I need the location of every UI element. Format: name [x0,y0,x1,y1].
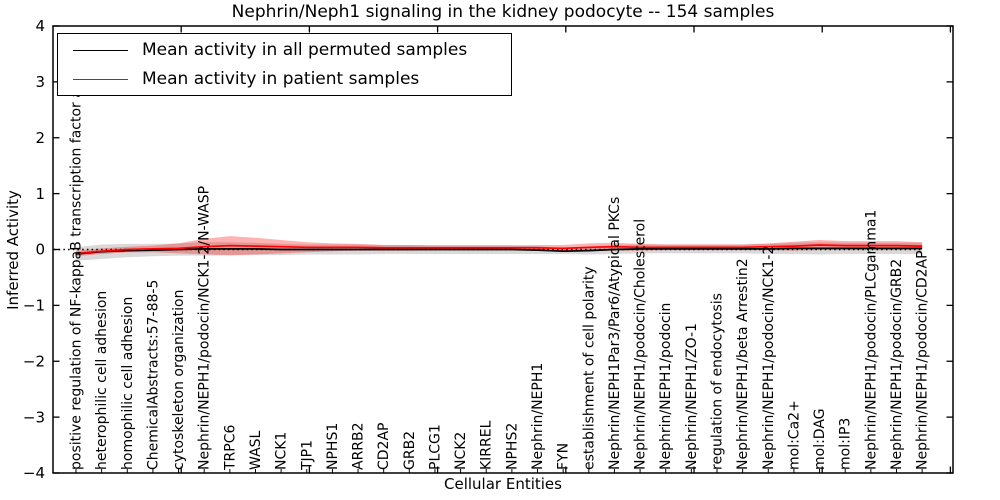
x-tick-label: Nephrin/NEPH1 [530,363,546,470]
x-tick-label: homophilic cell adhesion [120,297,136,470]
x-tick-label: ChemicalAbstracts:57-88-5 [145,280,161,470]
x-tick-label: Nephrin/NEPH1/podocin [658,303,674,470]
x-axis-title: Cellular Entities [444,475,562,493]
x-tick-label: NCK1 [274,432,290,470]
x-tick-label: KIRREL [479,420,495,470]
x-tick-label: Nephrin/NEPH1/podocin/NCK1-2/N-WASP [197,186,213,470]
y-tick-label: −3 [23,408,45,426]
x-tick-label: Nephrin/NEPH1/podocin/GRB2 [889,259,905,470]
x-tick-label: cytoskeleton organization [171,290,187,470]
x-tick-label: mol:DAG [812,408,828,470]
x-tick-label: mol:Ca2+ [786,400,802,470]
series-band-1 [76,236,923,257]
x-tick-label: NPHS2 [504,423,520,470]
y-tick-label: 2 [35,129,45,147]
x-tick-label: NCK2 [453,432,469,470]
y-tick-label: 1 [35,185,45,203]
x-tick-label: heterophilic cell adhesion [94,291,110,470]
legend-label: Mean activity in patient samples [142,69,420,89]
x-tick-label: positive regulation of NF-kappaB transcr… [69,46,85,470]
y-tick-label: 3 [35,73,45,91]
x-tick-label: Nephrin/NEPH1/podocin/NCK1-2 [761,246,777,470]
x-tick-label: establishment of cell polarity [581,266,597,470]
x-tick-label: PLCG1 [427,424,443,470]
legend: Mean activity in all permuted samples Me… [57,33,512,96]
legend-line-sample-black [73,49,128,51]
y-tick-label: −4 [23,464,45,482]
x-tick-label: mol:IP3 [838,418,854,470]
x-tick-label: TJP1 [299,440,315,471]
series-line-1 [75,244,923,255]
x-tick-label: Nephrin/NEPH1/beta Arrestin2 [735,258,751,470]
x-tick-label: Nephrin/NEPH1/podocin/Cholesterol [633,219,649,470]
x-tick-label: WASL [248,430,264,470]
chart-title: Nephrin/Neph1 signaling in the kidney po… [231,2,775,22]
legend-line-sample-red [73,78,128,80]
y-tick-label: 0 [35,241,45,259]
x-tick-label: TRPC6 [222,425,238,471]
x-tick-label: NPHS1 [325,423,341,470]
x-tick-label: Nephrin/NEPH1Par3/Par6/Atypical PKCs [607,197,623,470]
x-tick-label: GRB2 [402,431,418,470]
x-tick-label: ARRB2 [351,422,367,470]
x-tick-label: CD2AP [376,423,392,470]
legend-label: Mean activity in all permuted samples [142,40,468,60]
x-tick-label: Nephrin/NEPH1/podocin/PLCgamma1 [863,210,879,470]
legend-item-permuted: Mean activity in all permuted samples [58,36,511,65]
y-tick-label: 4 [35,17,45,35]
x-tick-label: Nephrin/NEPH1/ZO-1 [684,323,700,470]
x-tick-label: Nephrin/NEPH1/podocin/CD2AP [915,250,931,470]
y-tick-label: −1 [23,297,45,315]
legend-item-patient: Mean activity in patient samples [58,65,511,94]
x-tick-label: regulation of endocytosis [710,293,726,470]
x-tick-label: FYN [556,443,572,470]
y-tick-label: −2 [23,352,45,370]
series-line-0 [75,247,923,255]
